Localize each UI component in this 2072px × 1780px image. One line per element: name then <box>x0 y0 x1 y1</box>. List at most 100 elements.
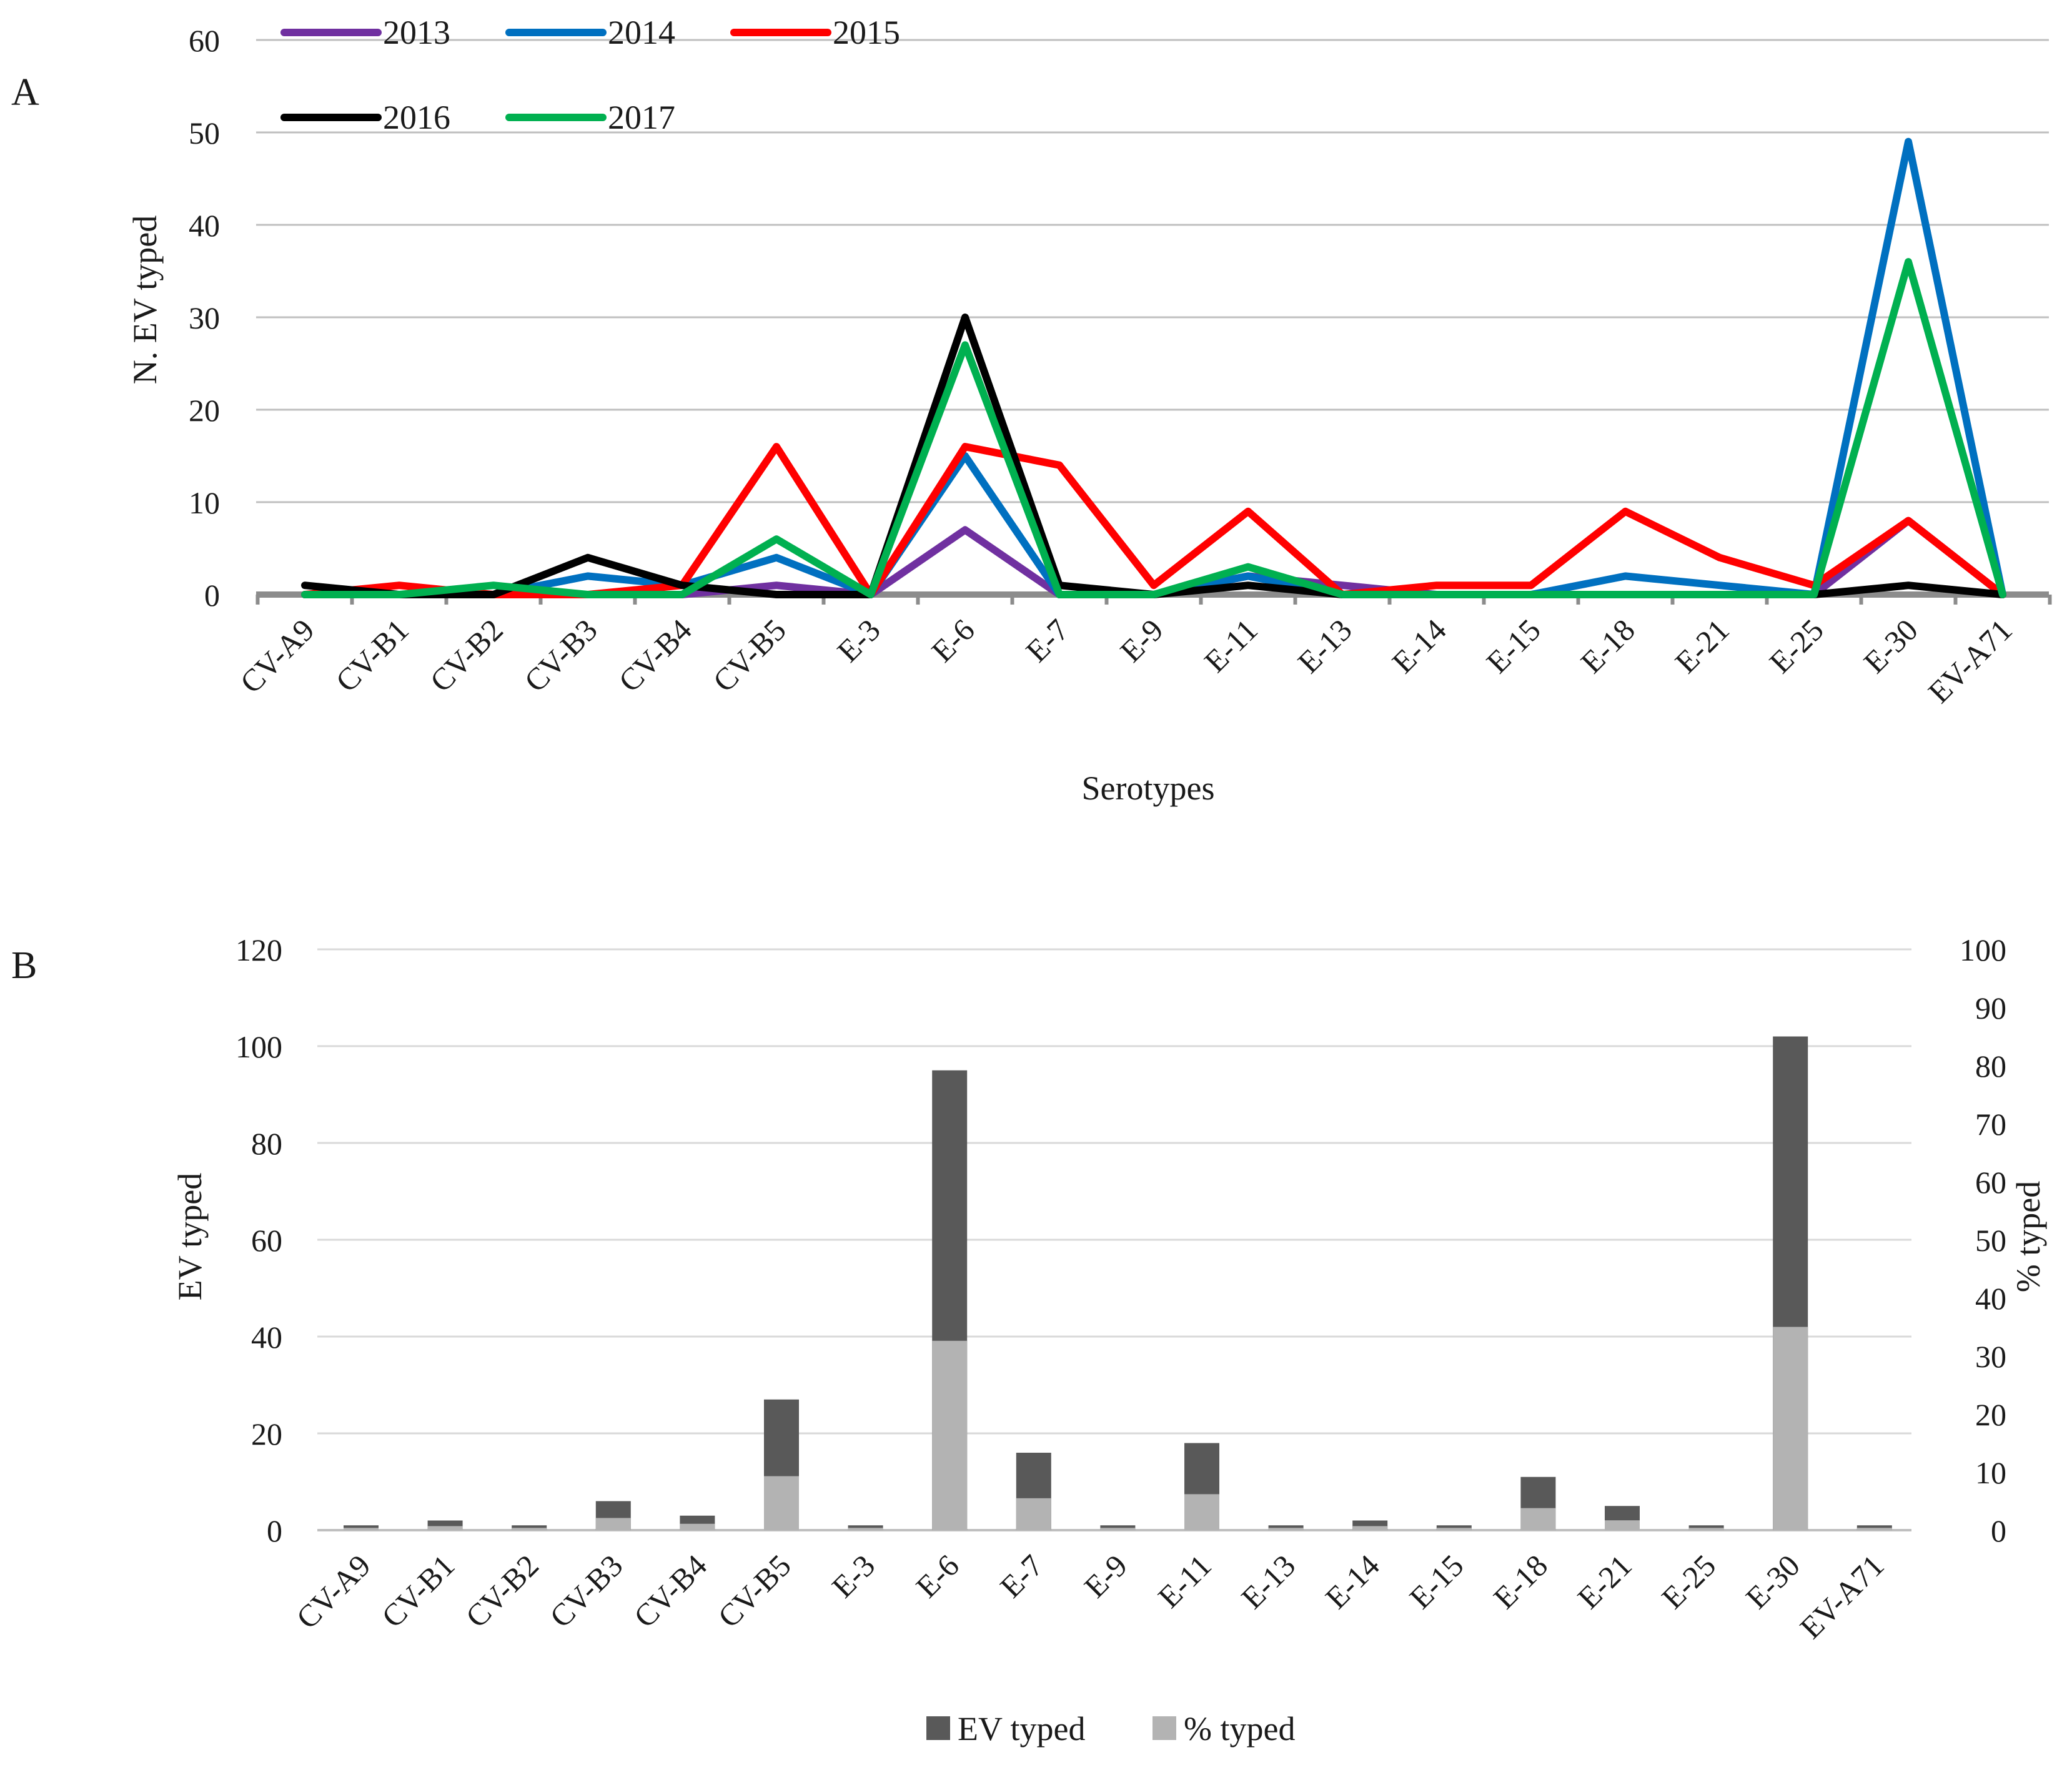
point-2014-cv-b5 <box>775 556 778 559</box>
legend-label-2014: 2014 <box>608 14 675 51</box>
point-2015-e-18 <box>1624 510 1627 513</box>
point-2013-cv-b5 <box>775 584 778 587</box>
left-y-tick-label-40: 40 <box>251 1320 282 1355</box>
y-tick-label-10: 10 <box>189 485 220 520</box>
point-2015-e-6 <box>964 445 966 448</box>
panel-a-gridlines <box>256 39 2049 503</box>
point-2017-e-11 <box>1247 565 1249 568</box>
panel-a-y-axis-title: N. EV typed <box>126 215 164 384</box>
y-tick-label-20: 20 <box>189 393 220 428</box>
point-2017-cv-b5 <box>775 538 778 541</box>
bar-pct-typed-cv-a9 <box>344 1528 379 1530</box>
panel-b-legend: EV typed % typed <box>926 1710 1295 1748</box>
bar-pct-typed-e-15 <box>1436 1528 1472 1530</box>
y-tick-label-60: 60 <box>189 23 220 58</box>
panel-b-right-y-axis-title: % typed <box>2010 1181 2047 1292</box>
right-y-tick-label-60: 60 <box>1975 1165 2006 1200</box>
point-2017-e-18 <box>1624 593 1627 596</box>
point-2017-e-15 <box>1530 593 1532 596</box>
point-2017-e-3 <box>870 593 872 596</box>
panel-b-bars <box>344 1036 1892 1530</box>
point-2015-cv-b1 <box>398 584 400 587</box>
panel-a-legend: 2013 2014 2015 2016 2017 <box>280 14 900 136</box>
legend-swatch-typed <box>1152 1716 1176 1740</box>
bar-pct-typed-e-11 <box>1184 1494 1219 1530</box>
bar-pct-typed-e-7 <box>1016 1498 1051 1530</box>
point-2017-e-13 <box>1341 593 1344 596</box>
point-2017-cv-b1 <box>398 593 400 596</box>
right-y-tick-label-70: 70 <box>1975 1107 2006 1142</box>
point-2016-e-11 <box>1247 584 1249 587</box>
point-2016-cv-b3 <box>587 556 589 559</box>
point-2016-cv-b5 <box>775 593 778 596</box>
point-2015-cv-b5 <box>775 445 778 448</box>
point-2015-e-21 <box>1718 556 1721 559</box>
point-2017-e-30 <box>1907 260 1910 264</box>
right-y-tick-label-20: 20 <box>1975 1397 2006 1432</box>
point-2017-ev-a71 <box>2001 593 2004 596</box>
panel-a-y-tick-labels: 0 10 20 30 40 50 60 <box>189 23 220 613</box>
bar-ev-typed-e-3 <box>848 1525 883 1530</box>
point-2015-e-9 <box>1152 584 1155 587</box>
right-y-tick-label-10: 10 <box>1975 1455 2006 1490</box>
panel-b-left-y-tick-labels: 0 20 40 60 80 100 120 <box>235 932 282 1548</box>
bar-pct-typed-cv-b1 <box>427 1526 463 1530</box>
point-2017-e-7 <box>1058 593 1061 596</box>
bar-pct-typed-e-14 <box>1352 1526 1388 1530</box>
point-2016-e-6 <box>964 316 966 319</box>
legend-label-ev-typed: EV typed <box>958 1710 1085 1748</box>
y-tick-label-40: 40 <box>189 208 220 243</box>
point-2017-cv-b3 <box>587 593 589 596</box>
left-y-tick-label-60: 60 <box>251 1223 282 1258</box>
point-2015-e-14 <box>1435 584 1438 587</box>
legend-swatch-ev-typed <box>926 1716 950 1740</box>
panel-b-left-y-axis-title: EV typed <box>171 1173 209 1300</box>
bar-ev-typed-cv-b2 <box>512 1525 547 1530</box>
point-2015-e-11 <box>1247 510 1249 513</box>
right-y-tick-label-90: 90 <box>1975 991 2006 1026</box>
point-2016-cv-b2 <box>492 593 495 596</box>
legend-label-typed: % typed <box>1184 1710 1295 1748</box>
legend-label-2017: 2017 <box>608 99 675 136</box>
panel-a-label: A <box>11 71 39 114</box>
point-2015-e-15 <box>1530 584 1532 587</box>
point-2015-e-7 <box>1058 463 1061 467</box>
point-2017-e-14 <box>1435 593 1438 596</box>
bar-pct-typed-cv-b5 <box>764 1476 799 1530</box>
point-2017-e-6 <box>964 344 966 347</box>
point-2017-e-9 <box>1152 593 1155 596</box>
bar-pct-typed-e-25 <box>1688 1528 1724 1530</box>
legend-label-2016: 2016 <box>383 99 450 136</box>
panel-a-x-axis-title: Serotypes <box>1082 769 1215 807</box>
point-2014-e-18 <box>1624 575 1627 578</box>
left-y-tick-label-100: 100 <box>235 1029 282 1064</box>
bar-pct-typed-e-30 <box>1773 1327 1808 1530</box>
panel-b-gridlines <box>317 948 1911 1531</box>
point-2016-e-30 <box>1907 584 1910 587</box>
bar-ev-typed-cv-a9 <box>344 1525 379 1530</box>
point-2017-e-21 <box>1718 593 1721 596</box>
point-2017-cv-b2 <box>492 584 495 587</box>
point-2014-e-30 <box>1907 140 1910 143</box>
right-y-tick-label-0: 0 <box>1991 1513 2006 1548</box>
bar-pct-typed-e-18 <box>1520 1508 1556 1530</box>
panel-b-right-y-tick-labels: 0 10 20 30 40 50 60 70 80 90 100 <box>1960 932 2006 1548</box>
panel-b-label: B <box>11 944 37 987</box>
point-2013-e-13 <box>1341 584 1344 587</box>
bar-pct-typed-e-3 <box>848 1528 883 1530</box>
right-y-tick-label-40: 40 <box>1975 1281 2006 1316</box>
bar-pct-typed-cv-b3 <box>595 1518 631 1530</box>
bar-pct-typed-cv-b4 <box>680 1523 715 1530</box>
point-2017-e-25 <box>1813 593 1815 596</box>
left-y-tick-label-120: 120 <box>235 932 282 967</box>
point-2014-e-6 <box>964 455 966 457</box>
right-y-tick-label-50: 50 <box>1975 1223 2006 1258</box>
bar-ev-typed-e-9 <box>1100 1525 1136 1530</box>
y-tick-label-50: 50 <box>189 116 220 151</box>
point-2017-cv-b4 <box>681 593 683 596</box>
legend-label-2015: 2015 <box>833 14 900 51</box>
bar-ev-typed-ev-a71 <box>1856 1525 1892 1530</box>
panel-a-series-lines <box>301 137 2006 598</box>
bar-ev-typed-e-15 <box>1436 1525 1472 1530</box>
